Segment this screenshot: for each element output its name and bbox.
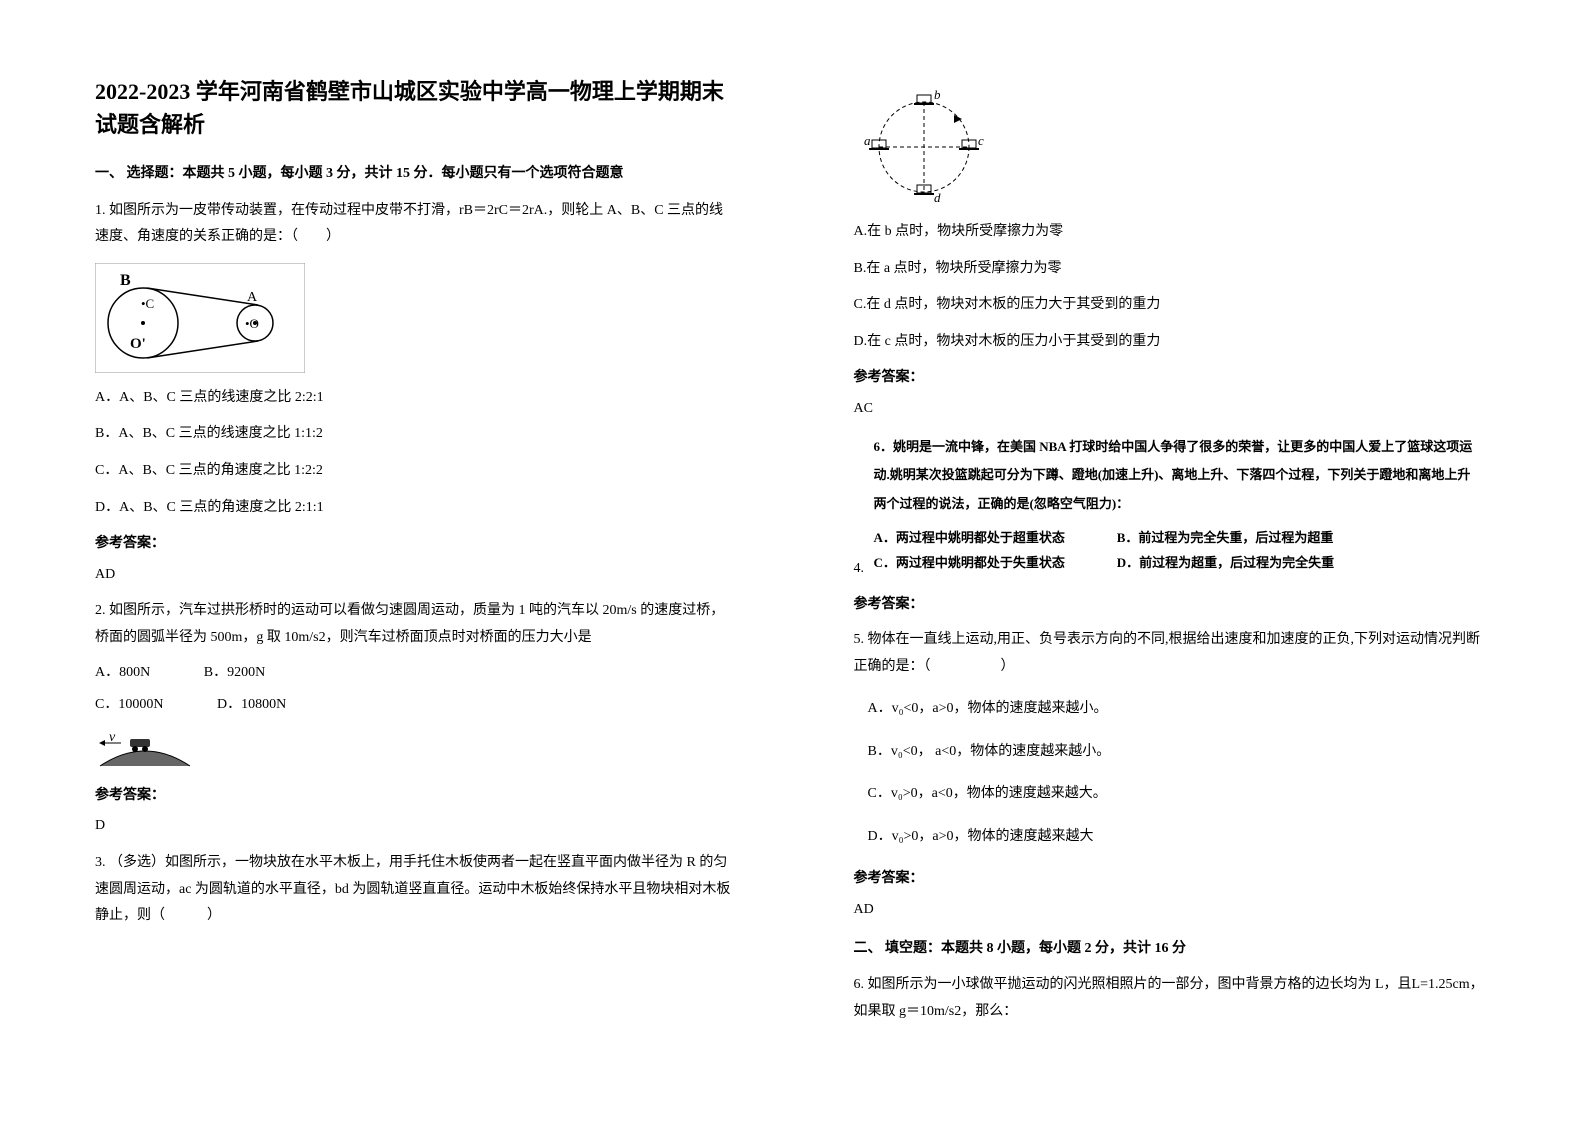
q5-ans-label: 参考答案： (854, 866, 1493, 893)
svg-text:O': O' (130, 336, 146, 352)
svg-text:b: b (934, 87, 941, 102)
q3-optD: D.在 c 点时，物块对木板的压力小于其受到的重力 (854, 329, 1493, 356)
q4-opts-row1: A．两过程中姚明都处于超重状态 B．前过程为完全失重，后过程为超重 (874, 526, 1493, 551)
svg-text:d: d (934, 190, 941, 205)
svg-text:A: A (247, 290, 258, 305)
q1-figure: B •C O' A •O (95, 263, 734, 373)
document-title: 2022-2023 学年河南省鹤壁市山城区实验中学高一物理上学期期末试题含解析 (95, 75, 734, 141)
q5-optB: B．v₀<0， a<0，物体的速度越来越小。 (868, 739, 1493, 766)
q2-ans-label: 参考答案： (95, 783, 734, 810)
q5-stem: 5. 物体在一直线上运动,用正、负号表示方向的不同,根据给出速度和加速度的正负,… (854, 627, 1493, 680)
q4-optB: B．前过程为完全失重，后过程为超重 (1117, 526, 1357, 551)
q1-optA: A．A、B、C 三点的线速度之比 2:2:1 (95, 385, 734, 412)
q1-ans: AD (95, 562, 734, 589)
q3-optC: C.在 d 点时，物块对木板的压力大于其受到的重力 (854, 292, 1493, 319)
q1-stem: 1. 如图所示为一皮带传动装置，在传动过程中皮带不打滑，rB＝2rC＝2rA.，… (95, 198, 734, 251)
q4-optC: C．两过程中姚明都处于失重状态 (874, 551, 1114, 576)
q3-figure: b a c d (854, 87, 1493, 207)
q5-optC: C．v₀>0，a<0，物体的速度越来越大。 (868, 781, 1493, 808)
svg-text:B: B (120, 272, 131, 289)
q3-ans-label: 参考答案： (854, 365, 1493, 392)
q3-stem: 3. （多选）如图所示，一物块放在水平木板上，用手托住木板使两者一起在竖直平面内… (95, 850, 734, 930)
q2-stem: 2. 如图所示，汽车过拱形桥时的运动可以看做匀速圆周运动，质量为 1 吨的汽车以… (95, 598, 734, 651)
q4-line2: 动.姚明某次投篮跳起可分为下蹲、蹬地(加速上升)、离地上升、下落四个过程，下列关… (874, 461, 1493, 490)
q4-text: 6．姚明是一流中锋，在美国 NBA 打球时给中国人争得了很多的荣誉，让更多的中国… (874, 433, 1493, 519)
q4-optA: A．两过程中姚明都处于超重状态 (874, 526, 1114, 551)
q2-figure: v (95, 731, 734, 771)
q6-stem: 6. 如图所示为一小球做平抛运动的闪光照相照片的一部分，图中背景方格的边长均为 … (854, 972, 1493, 1025)
svg-text:•O: •O (245, 316, 259, 331)
q2-optA: A．800N (95, 660, 150, 687)
q1-optB: B．A、B、C 三点的线速度之比 1:1:2 (95, 421, 734, 448)
q3-ans: AC (854, 396, 1493, 423)
q2-ans: D (95, 813, 734, 840)
q3-optB: B.在 a 点时，物块所受摩擦力为零 (854, 256, 1493, 283)
q2-optD: D．10800N (217, 692, 286, 719)
right-column: b a c d A.在 b 点时，物块所受摩擦力为零 B.在 a 点时，物块所受… (794, 0, 1587, 1122)
q4-line1: 6．姚明是一流中锋，在美国 NBA 打球时给中国人争得了很多的荣誉，让更多的中国… (874, 433, 1493, 462)
q1-ans-label: 参考答案： (95, 531, 734, 558)
q5-optA: A．v₀<0，a>0，物体的速度越来越小。 (868, 696, 1493, 723)
left-column: 2022-2023 学年河南省鹤壁市山城区实验中学高一物理上学期期末试题含解析 … (0, 0, 794, 1122)
q4-optD: D．前过程为超重，后过程为完全失重 (1117, 551, 1357, 576)
svg-text:c: c (978, 133, 984, 148)
q3-optA: A.在 b 点时，物块所受摩擦力为零 (854, 219, 1493, 246)
q2-options-row2: C．10000N D．10800N (95, 692, 734, 719)
q4-line3: 两个过程的说法，正确的是(忽略空气阻力)： (874, 490, 1493, 519)
q1-optD: D．A、B、C 三点的角速度之比 2:1:1 (95, 495, 734, 522)
q5-ans: AD (854, 897, 1493, 924)
svg-text:•C: •C (141, 296, 154, 311)
q2-options-row1: A．800N B．9200N (95, 660, 734, 687)
q1-optC: C．A、B、C 三点的角速度之比 1:2:2 (95, 458, 734, 485)
section-1-heading: 一、 选择题：本题共 5 小题，每小题 3 分，共计 15 分．每小题只有一个选… (95, 161, 734, 188)
q2-optC: C．10000N (95, 692, 163, 719)
q2-optB: B．9200N (204, 660, 265, 687)
section-2-heading: 二、 填空题：本题共 8 小题，每小题 2 分，共计 16 分 (854, 936, 1493, 963)
q4-ans-label: 参考答案： (854, 592, 1493, 619)
svg-text:a: a (864, 133, 871, 148)
q5-optD: D．v₀>0，a>0，物体的速度越来越大 (868, 824, 1493, 851)
